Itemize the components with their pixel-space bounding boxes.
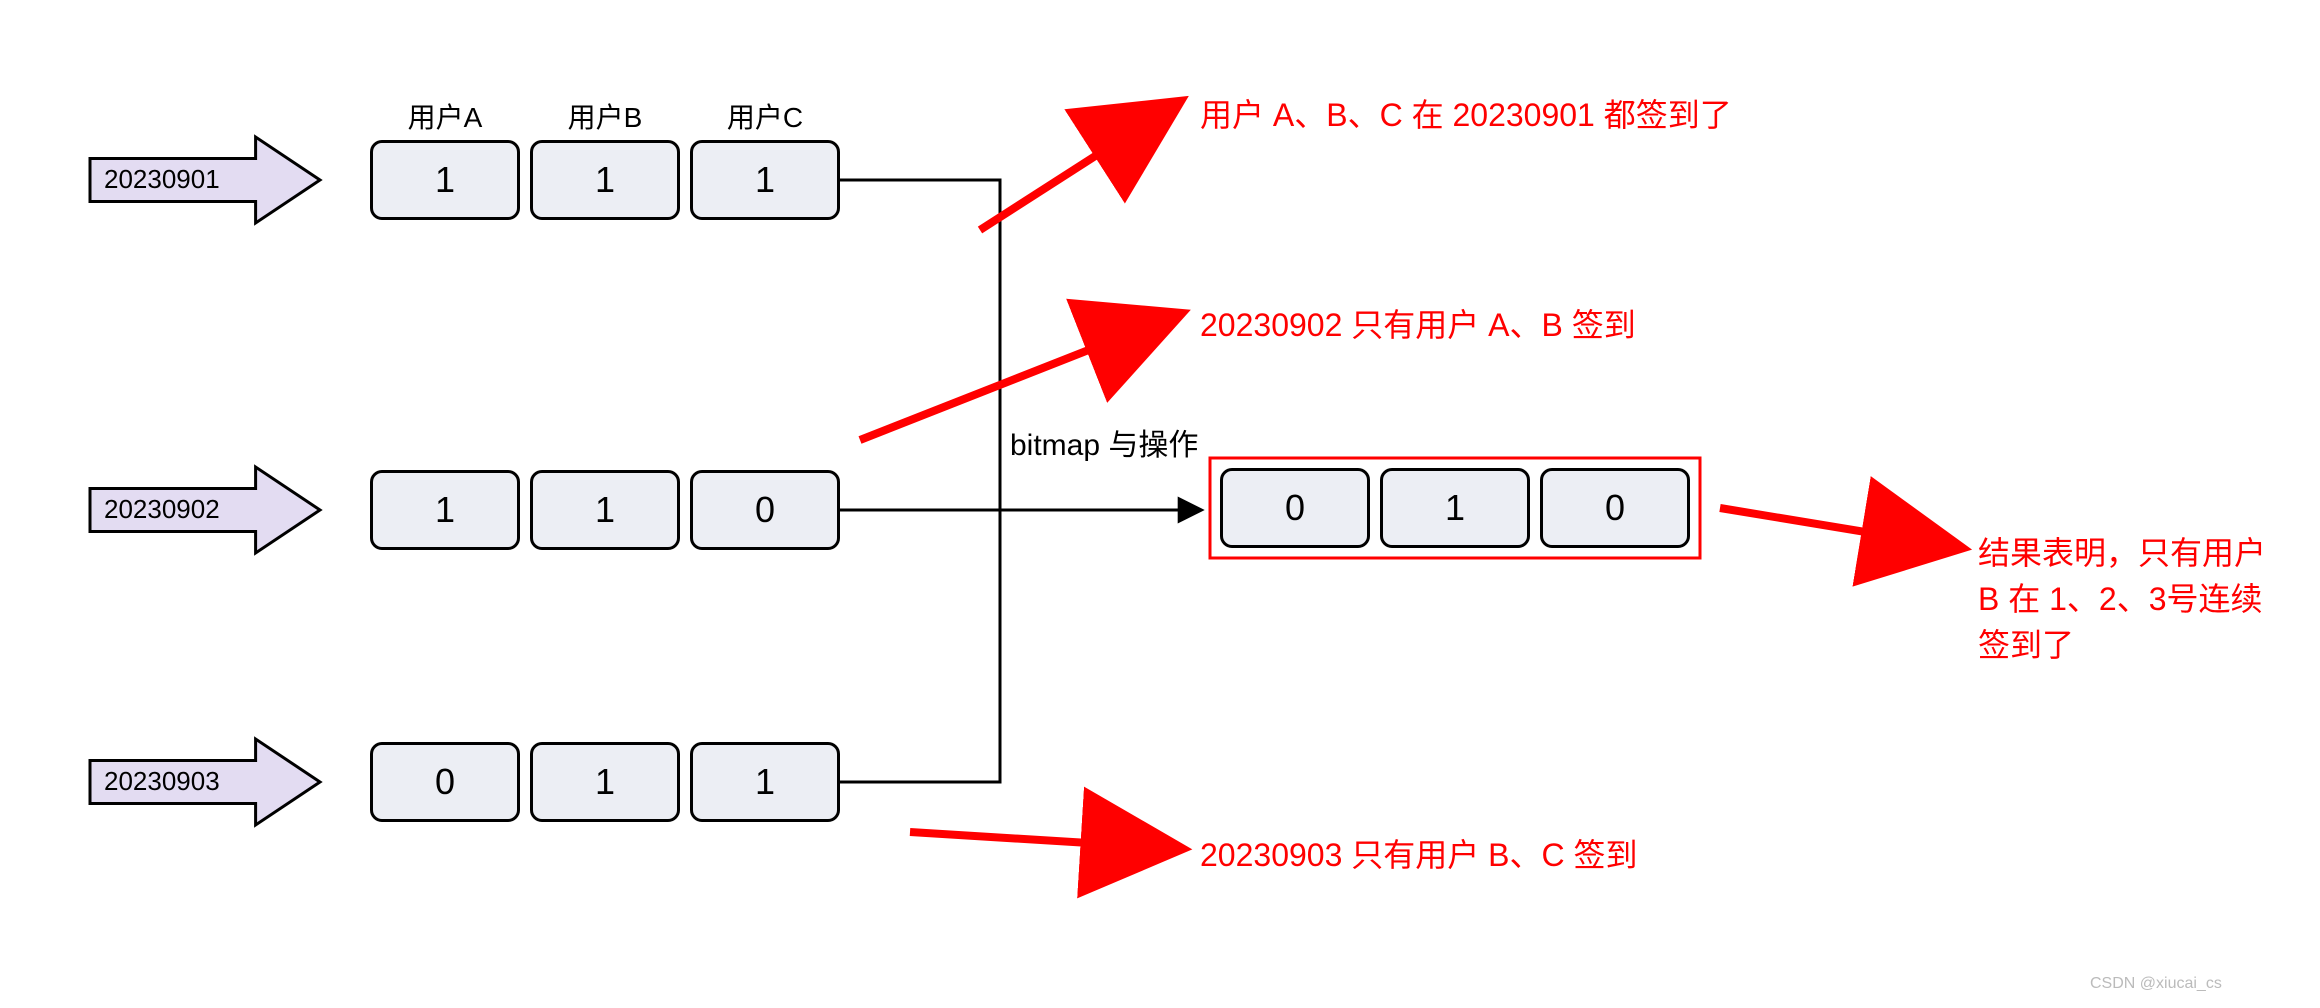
bit-cell: 1: [530, 140, 680, 220]
annotation-text: 20230902 只有用户 A、B 签到: [1200, 300, 1636, 346]
note-arrow-1: [980, 108, 1170, 230]
column-header: 用户B: [530, 96, 680, 136]
watermark-text: CSDN @xiucai_cs: [2090, 975, 2222, 993]
column-header: 用户C: [690, 96, 840, 136]
connector-top: [840, 180, 1000, 510]
bit-cell: 0: [690, 470, 840, 550]
result-bit-cell: 0: [1220, 468, 1370, 548]
operation-label: bitmap 与操作: [1010, 420, 1198, 464]
bit-cell: 0: [370, 742, 520, 822]
note-arrow-result: [1720, 508, 1950, 546]
result-annotation-text: 结果表明，只有用户 B 在 1、2、3号连续签到了: [1978, 528, 2288, 666]
note-arrow-3: [910, 832, 1170, 848]
date-label: 20230903: [104, 766, 220, 797]
result-bit-cell: 0: [1540, 468, 1690, 548]
bit-cell: 1: [370, 140, 520, 220]
date-label: 20230902: [104, 494, 220, 525]
bit-cell: 1: [370, 470, 520, 550]
annotation-text: 用户 A、B、C 在 20230901 都签到了: [1200, 90, 1732, 136]
bit-cell: 1: [690, 140, 840, 220]
date-label: 20230901: [104, 164, 220, 195]
bit-cell: 1: [690, 742, 840, 822]
column-header: 用户A: [370, 96, 520, 136]
bit-cell: 1: [530, 742, 680, 822]
annotation-text: 20230903 只有用户 B、C 签到: [1200, 830, 1638, 876]
bit-cell: 1: [530, 470, 680, 550]
result-bit-cell: 1: [1380, 468, 1530, 548]
connector-bottom: [840, 510, 1000, 782]
